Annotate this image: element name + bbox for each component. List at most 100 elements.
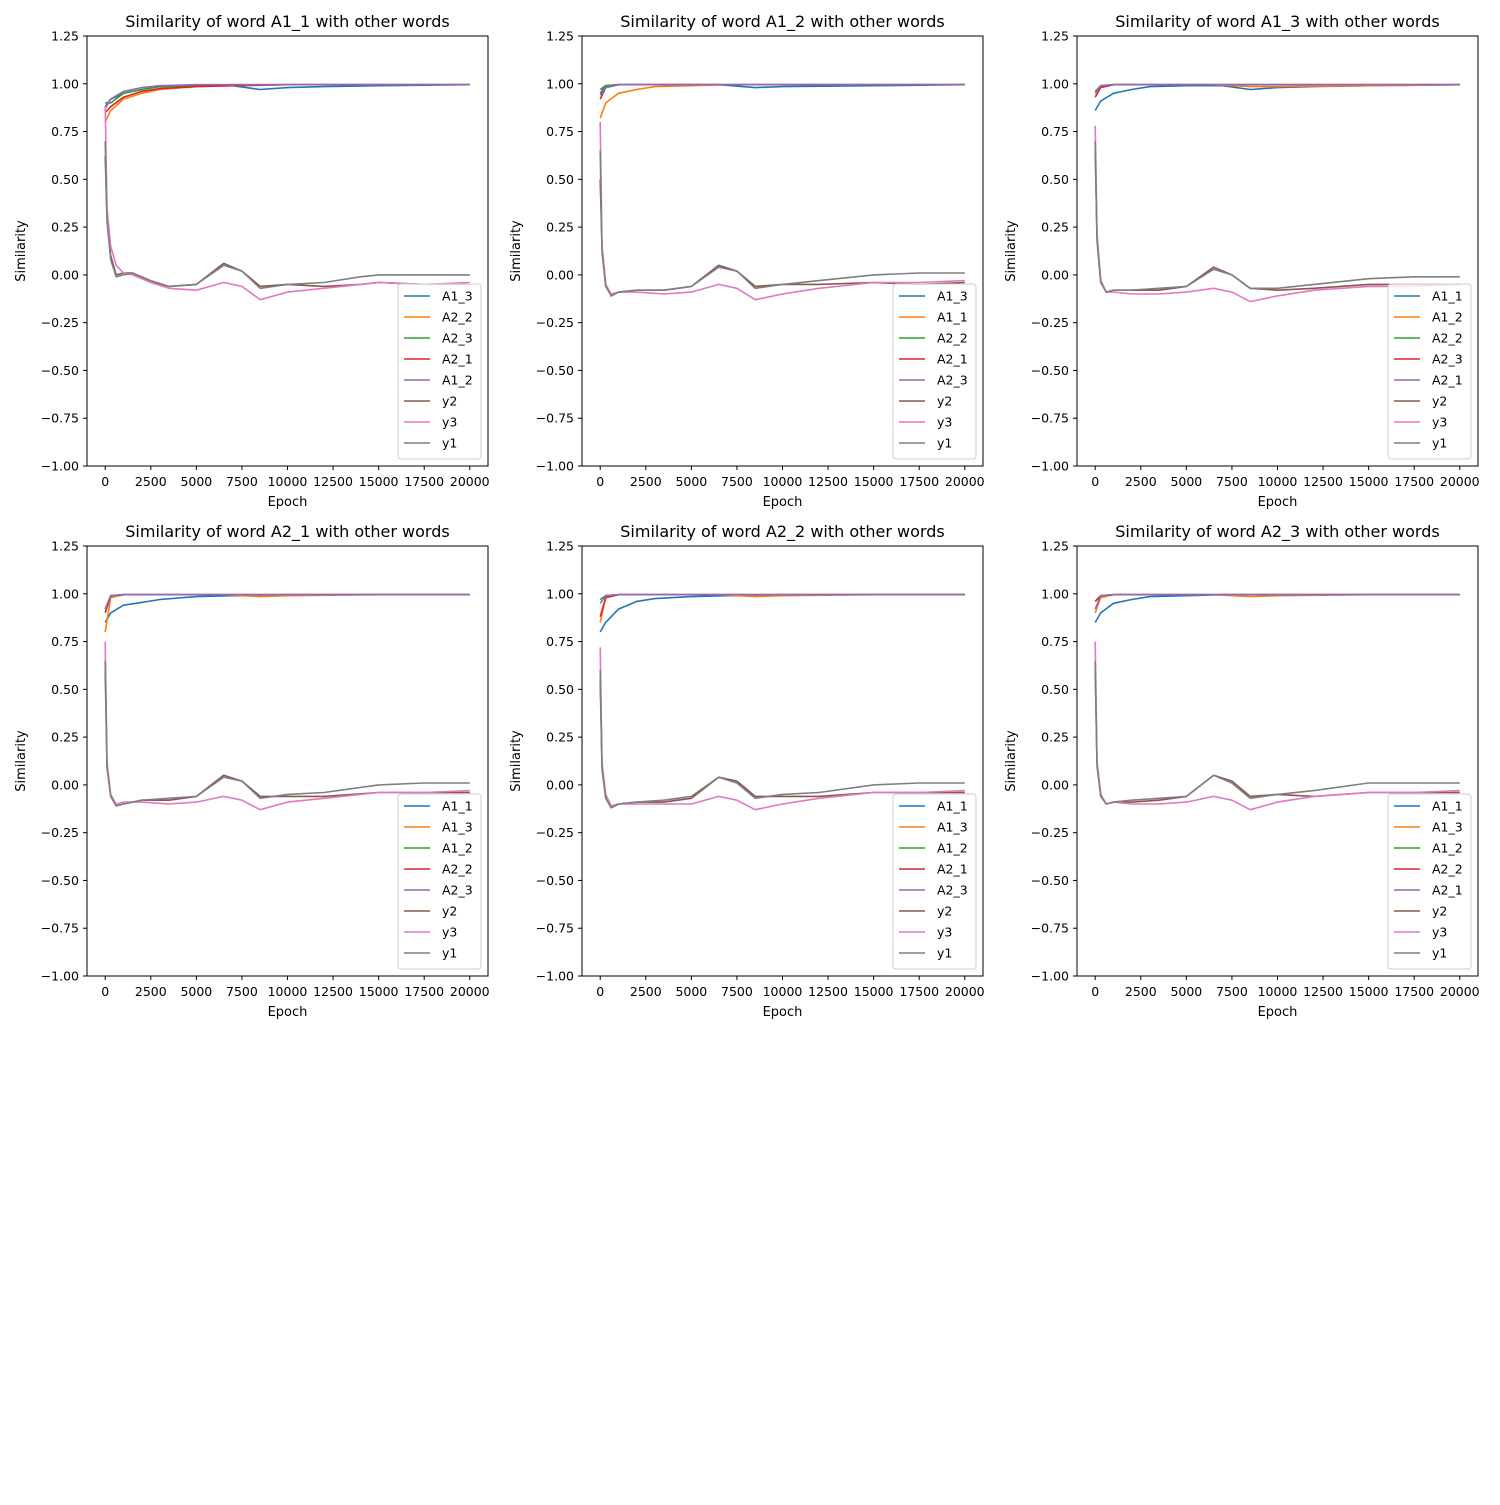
legend-entry: A1_1	[1432, 289, 1463, 304]
y-tick-label: 0.50	[1041, 682, 1069, 697]
legend-box	[892, 793, 977, 970]
y-tick-label: 0.00	[1041, 267, 1069, 282]
y-tick-label: 0.00	[546, 777, 574, 792]
legend-box	[1387, 793, 1472, 970]
legend-entry: y1	[442, 436, 457, 451]
x-tick-label: 15000	[359, 474, 399, 489]
x-tick-label: 12500	[808, 984, 848, 999]
x-axis-label: Epoch	[1258, 495, 1298, 510]
x-tick-label: 2500	[135, 474, 167, 489]
legend-entry: y2	[442, 904, 457, 919]
y-axis-label: Similarity	[14, 220, 29, 282]
y-tick-label: −0.50	[41, 363, 79, 378]
y-tick-label: 1.00	[546, 76, 574, 91]
series-line-A2_3	[104, 593, 470, 610]
series-line-y1	[104, 141, 470, 290]
x-tick-label: 15000	[854, 984, 894, 999]
legend-entry: y1	[937, 436, 952, 451]
y-tick-label: −1.00	[536, 969, 574, 984]
x-tick-label: 12500	[1303, 474, 1343, 489]
series-line-A2_3	[599, 83, 965, 96]
y-tick-label: −0.50	[1031, 363, 1069, 378]
legend: A1_1 A1_2 A2_2 A2_3 A2_1 y2 y3 y1	[1387, 283, 1472, 460]
y-tick-label: 1.25	[51, 29, 79, 44]
legend-entry: A2_1	[1432, 373, 1463, 388]
x-tick-label: 0	[596, 474, 604, 489]
legend-entry: y1	[442, 946, 457, 961]
series-line-y2	[104, 670, 470, 807]
x-tick-label: 7500	[721, 984, 753, 999]
legend-entry: y1	[1432, 946, 1447, 961]
legend-entry: A1_1	[937, 310, 968, 325]
legend-entry: y2	[937, 394, 952, 409]
y-tick-label: 0.75	[51, 124, 79, 139]
x-tick-label: 20000	[1440, 474, 1480, 489]
series-group	[599, 593, 965, 811]
legend-entry: A2_3	[442, 331, 473, 346]
x-tick-label: 10000	[763, 474, 803, 489]
legend-entry: A1_3	[1432, 820, 1463, 835]
y-tick-label: −0.25	[41, 825, 79, 840]
x-tick-label: 5000	[675, 984, 707, 999]
legend-entry: A2_3	[937, 883, 968, 898]
y-tick-label: −0.25	[1031, 315, 1069, 330]
legend-entry: A2_3	[937, 373, 968, 388]
x-tick-label: 5000	[180, 474, 212, 489]
x-axis-label: Epoch	[763, 1005, 803, 1020]
y-tick-label: 1.00	[1041, 586, 1069, 601]
legend-entry: A1_3	[442, 289, 473, 304]
series-line-A2_1	[104, 83, 470, 113]
x-tick-label: 5000	[1170, 474, 1202, 489]
legend-entry: A2_1	[937, 352, 968, 367]
x-axis-label: Epoch	[268, 495, 308, 510]
y-tick-label: 1.00	[1041, 76, 1069, 91]
legend-entry: y3	[937, 415, 952, 430]
chart-panel-6: Similarity of word A2_3 with other words…	[1004, 522, 1480, 1020]
legend: A1_3 A2_2 A2_3 A2_1 A1_2 y2 y3 y1	[397, 283, 482, 460]
series-line-y3	[104, 641, 470, 811]
series-line-A2_2	[104, 83, 470, 123]
y-tick-label: −0.25	[536, 315, 574, 330]
legend-entry: y1	[937, 946, 952, 961]
y-tick-label: 0.50	[51, 682, 79, 697]
y-tick-label: 1.25	[51, 539, 79, 554]
chart-title: Similarity of word A1_1 with other words	[125, 12, 449, 32]
y-tick-label: 0.50	[1041, 172, 1069, 187]
y-tick-label: −1.00	[1031, 459, 1069, 474]
x-tick-label: 17500	[404, 474, 444, 489]
series-line-y3	[104, 106, 470, 301]
legend-entry: A1_2	[937, 841, 968, 856]
x-tick-label: 7500	[1216, 474, 1248, 489]
y-tick-label: −0.75	[41, 921, 79, 936]
y-tick-label: 0.25	[51, 730, 79, 745]
y-tick-label: 1.00	[51, 76, 79, 91]
chart-panel-1: Similarity of word A1_1 with other words…	[14, 12, 490, 510]
series-line-A1_2	[104, 593, 470, 610]
x-tick-label: 2500	[1125, 474, 1157, 489]
y-tick-label: −0.25	[1031, 825, 1069, 840]
y-tick-label: 0.75	[51, 634, 79, 649]
y-tick-label: 0.75	[546, 634, 574, 649]
legend-box	[397, 283, 482, 460]
series-line-y3	[1094, 641, 1460, 811]
x-tick-label: 17500	[1394, 984, 1434, 999]
x-tick-label: 17500	[899, 474, 939, 489]
y-tick-label: 0.00	[51, 267, 79, 282]
series-line-A1_1	[1094, 83, 1460, 111]
y-axis-label: Similarity	[1004, 730, 1019, 792]
y-tick-label: −0.50	[536, 873, 574, 888]
y-tick-label: −0.25	[536, 825, 574, 840]
y-tick-label: 1.00	[51, 586, 79, 601]
series-group	[104, 593, 470, 811]
series-group	[104, 83, 470, 301]
legend-entry: A1_3	[442, 820, 473, 835]
x-tick-label: 17500	[404, 984, 444, 999]
series-line-y3	[599, 647, 965, 811]
legend-entry: y3	[1432, 925, 1447, 940]
y-tick-label: 0.00	[1041, 777, 1069, 792]
y-tick-label: 1.25	[546, 29, 574, 44]
series-group	[1094, 593, 1460, 811]
legend-entry: A2_1	[442, 352, 473, 367]
